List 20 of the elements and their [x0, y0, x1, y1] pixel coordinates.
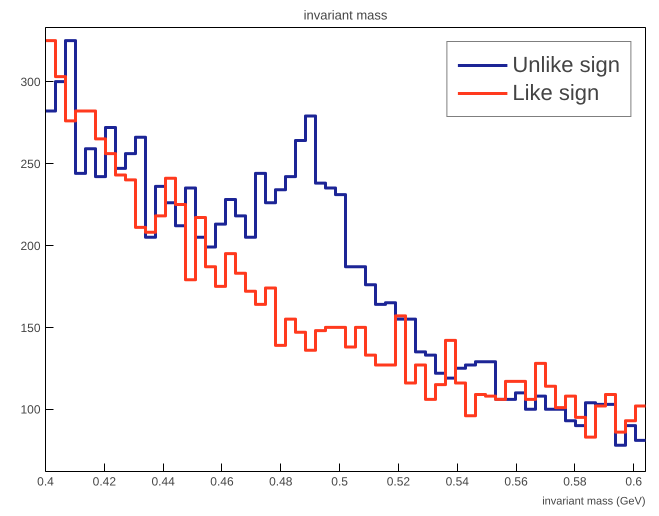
x-tick-label: 0.54 [446, 474, 470, 488]
chart-title: invariant mass [304, 8, 388, 22]
x-tick-label: 0.48 [269, 474, 293, 488]
y-tick-label: 100 [20, 402, 41, 417]
x-tick-label: 0.44 [151, 474, 176, 488]
x-tick-label: 0.5 [331, 474, 348, 488]
y-tick-label: 300 [20, 75, 41, 90]
x-tick-label: 0.56 [504, 474, 528, 488]
x-axis-title: invariant mass (GeV) [542, 496, 646, 508]
x-tick-label: 0.58 [563, 474, 587, 488]
y-tick-label: 250 [20, 156, 41, 171]
legend-label: Unlike sign [512, 52, 620, 78]
x-tick-label: 0.42 [92, 474, 116, 488]
x-tick-label: 0.46 [210, 474, 234, 488]
y-tick-label: 150 [20, 320, 41, 335]
x-tick-label: 0.52 [386, 474, 410, 488]
x-tick-label: 0.6 [625, 474, 642, 488]
y-tick-label: 200 [20, 238, 41, 253]
legend-label: Like sign [512, 80, 600, 106]
x-tick-label: 0.4 [37, 474, 54, 488]
